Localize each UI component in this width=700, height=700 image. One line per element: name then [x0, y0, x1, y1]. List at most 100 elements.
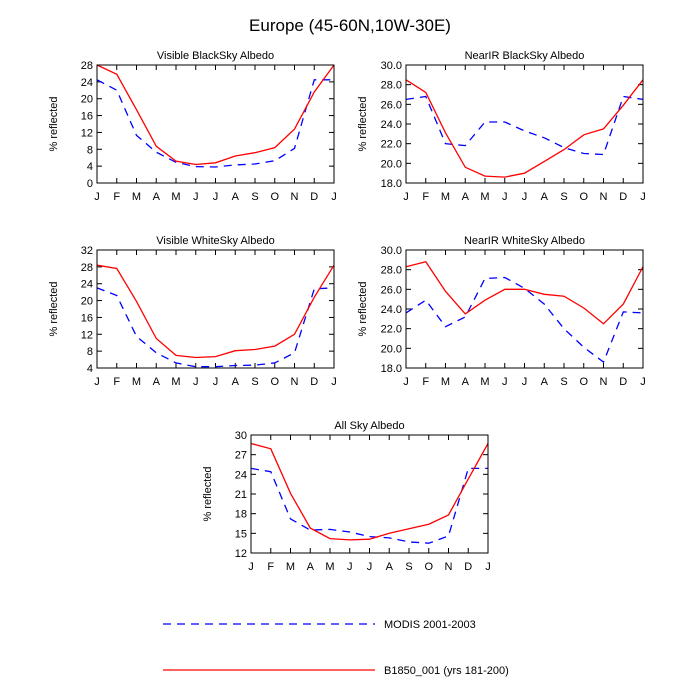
legend: MODIS 2001-2003 B1850_001 (yrs 181-200) — [163, 619, 509, 677]
x-tick-label: N — [291, 376, 299, 388]
panel-title: NearIR WhiteSky Albedo — [464, 235, 585, 247]
series-line-modis — [405, 276, 644, 364]
x-tick-label: M — [132, 191, 141, 203]
y-tick-label: 0 — [87, 178, 93, 190]
x-tick-label: J — [367, 561, 373, 573]
y-tick-label: 24 — [81, 77, 93, 89]
x-tick-label: D — [619, 376, 627, 388]
series-line-model — [405, 261, 644, 325]
series-line-model — [96, 264, 335, 359]
y-tick-label: 20 — [81, 94, 93, 106]
figure-title: Europe (45-60N,10W-30E) — [249, 16, 451, 35]
series-line-model — [250, 442, 489, 541]
x-tick-label: S — [251, 376, 258, 388]
x-tick-label: J — [331, 376, 337, 388]
y-tick-label: 8 — [87, 346, 93, 358]
y-tick-label: 4 — [87, 161, 93, 173]
x-tick-label: J — [485, 561, 491, 573]
x-tick-label: M — [171, 376, 180, 388]
y-tick-label: 32 — [81, 245, 93, 257]
x-tick-label: N — [445, 561, 453, 573]
x-tick-label: F — [422, 191, 429, 203]
y-tick-label: 16 — [81, 111, 93, 123]
x-tick-label: S — [560, 376, 567, 388]
y-tick-label: 20 — [81, 296, 93, 308]
y-tick-label: 8 — [87, 144, 93, 156]
x-tick-label: D — [310, 376, 318, 388]
x-tick-label: M — [480, 376, 489, 388]
plot-frame — [96, 249, 335, 369]
x-tick-label: F — [113, 376, 120, 388]
y-tick-label: 20.0 — [381, 343, 402, 355]
x-tick-label: D — [464, 561, 472, 573]
y-tick-label: 26.0 — [381, 99, 402, 111]
x-tick-label: A — [307, 561, 315, 573]
x-tick-label: N — [600, 191, 608, 203]
x-tick-label: J — [248, 561, 254, 573]
x-tick-label: F — [267, 561, 274, 573]
panel-title: All Sky Albedo — [334, 420, 404, 432]
x-tick-label: A — [153, 376, 161, 388]
series-line-modis — [405, 95, 644, 156]
x-tick-label: N — [600, 376, 608, 388]
x-tick-label: O — [579, 376, 588, 388]
x-tick-label: J — [331, 191, 337, 203]
x-tick-label: D — [310, 191, 318, 203]
y-axis-label: % reflected — [202, 466, 214, 521]
x-tick-label: J — [403, 191, 409, 203]
x-tick-label: M — [132, 376, 141, 388]
y-tick-label: 12 — [81, 329, 93, 341]
y-tick-label: 24.0 — [381, 119, 402, 131]
y-tick-label: 15 — [235, 528, 247, 540]
x-tick-label: S — [405, 561, 412, 573]
series-line-model — [96, 64, 335, 166]
y-tick-label: 26.0 — [381, 284, 402, 296]
series-line-modis — [96, 287, 335, 368]
plot-frame — [250, 434, 489, 554]
x-tick-label: J — [213, 376, 219, 388]
panel-title: Visible BlackSky Albedo — [157, 50, 274, 62]
x-tick-label: A — [541, 376, 549, 388]
x-tick-label: M — [441, 191, 450, 203]
y-tick-label: 28 — [81, 60, 93, 72]
chart-panel: All Sky Albedo % reflected 12 15 18 21 24 27 30 J… — [202, 420, 491, 573]
x-tick-label: A — [386, 561, 394, 573]
x-tick-label: J — [193, 191, 199, 203]
x-tick-label: S — [251, 191, 258, 203]
x-tick-label: M — [171, 191, 180, 203]
y-tick-label: 4 — [87, 363, 93, 375]
chart-panel: Visible BlackSky Albedo % reflected 0 4 8 12 1… — [48, 50, 337, 203]
y-axis-label: % reflected — [48, 96, 60, 151]
x-tick-label: A — [232, 191, 240, 203]
y-tick-label: 22.0 — [381, 139, 402, 151]
panel-title: Visible WhiteSky Albedo — [156, 235, 274, 247]
panel-title: NearIR BlackSky Albedo — [465, 50, 585, 62]
legend-label-model: B1850_001 (yrs 181-200) — [384, 665, 509, 677]
y-tick-label: 22.0 — [381, 324, 402, 336]
x-tick-label: J — [403, 376, 409, 388]
y-tick-label: 30.0 — [381, 245, 402, 257]
chart-panel: Visible WhiteSky Albedo % reflected 4 8 12 16… — [48, 235, 337, 388]
x-tick-label: A — [232, 376, 240, 388]
y-tick-label: 12 — [235, 548, 247, 560]
y-tick-label: 16 — [81, 312, 93, 324]
y-tick-label: 28 — [81, 262, 93, 274]
y-tick-label: 27 — [235, 450, 247, 462]
y-axis-label: % reflected — [357, 281, 369, 336]
x-tick-label: M — [325, 561, 334, 573]
y-tick-label: 21 — [235, 489, 247, 501]
x-tick-label: O — [270, 191, 279, 203]
x-tick-label: A — [153, 191, 161, 203]
y-tick-label: 24 — [81, 279, 93, 291]
y-tick-label: 20.0 — [381, 158, 402, 170]
series-line-modis — [96, 79, 334, 168]
x-tick-label: J — [94, 376, 100, 388]
legend-label-modis: MODIS 2001-2003 — [384, 619, 476, 631]
x-tick-label: D — [619, 191, 627, 203]
x-tick-label: J — [347, 561, 353, 573]
plot-frame — [96, 64, 335, 184]
x-tick-label: N — [291, 191, 299, 203]
x-tick-label: J — [522, 376, 528, 388]
x-tick-label: S — [560, 191, 567, 203]
